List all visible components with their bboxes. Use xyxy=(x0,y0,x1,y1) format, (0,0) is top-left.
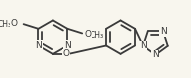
Text: O: O xyxy=(62,49,69,58)
Text: N: N xyxy=(64,41,71,50)
Text: N: N xyxy=(35,41,42,50)
Text: CH₃: CH₃ xyxy=(90,31,104,40)
Text: O: O xyxy=(84,30,91,39)
Text: O: O xyxy=(11,19,18,28)
Text: N: N xyxy=(140,41,146,50)
Text: N: N xyxy=(152,50,159,59)
Text: CH₃: CH₃ xyxy=(0,20,12,29)
Text: N: N xyxy=(160,27,166,36)
